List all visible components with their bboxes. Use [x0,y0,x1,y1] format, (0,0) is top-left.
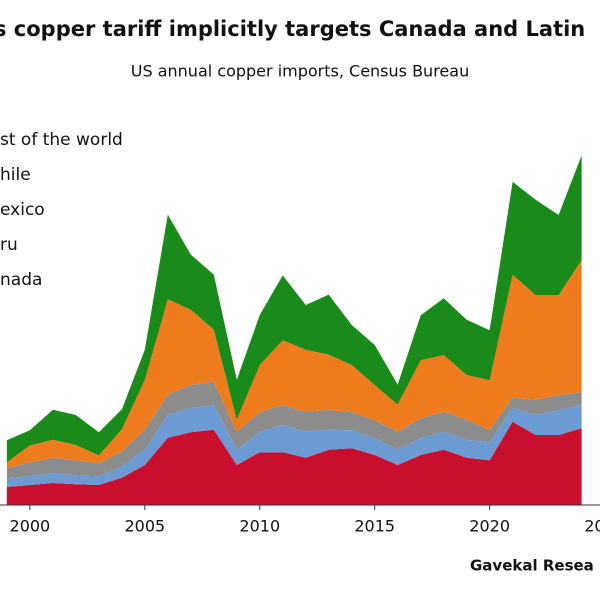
source: Gavekal Resea [470,557,594,575]
area [6,155,582,463]
x-tick-label: 2015 [354,517,395,536]
legend-label: hile [0,165,31,185]
legend-label: nada [0,270,42,290]
area [6,405,582,487]
x-tick-label: 2025 [584,517,600,536]
x-tick-label: 2020 [469,517,510,536]
area [6,381,582,479]
chart-subtitle: US annual copper imports, Census Bureau [131,62,469,81]
x-tick-label: 2000 [10,517,51,536]
area [6,260,582,469]
chart-title: s copper tariff implicitly targets Canad… [0,17,585,41]
legend-label: ru [0,235,18,255]
x-tick-label: 2005 [124,517,165,536]
legend-label: st of the world [0,130,123,150]
legend-label: exico [0,200,45,220]
x-tick-label: 2010 [239,517,280,536]
area [6,421,582,505]
